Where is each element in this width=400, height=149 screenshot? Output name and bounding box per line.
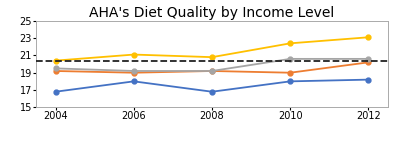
Low Middle Class — [210, 70, 214, 72]
Upper Class — [288, 42, 293, 44]
Low Income — [131, 80, 136, 82]
Low Income — [288, 80, 293, 82]
Upper Middle Class — [131, 70, 136, 72]
Low Income — [210, 91, 214, 93]
Line: Low Middle Class: Low Middle Class — [53, 60, 371, 75]
Low Income — [53, 91, 58, 93]
Low Middle Class — [288, 72, 293, 74]
Line: Low Income: Low Income — [53, 77, 371, 94]
Low Middle Class — [366, 61, 371, 63]
Upper Class — [131, 54, 136, 55]
Upper Middle Class — [366, 58, 371, 60]
Upper Class — [210, 56, 214, 58]
Line: Upper Middle Class: Upper Middle Class — [53, 56, 371, 73]
Upper Middle Class — [53, 67, 58, 69]
Upper Class — [53, 60, 58, 62]
Low Middle Class — [53, 70, 58, 72]
Line: Upper Class: Upper Class — [53, 35, 371, 63]
Title: AHA's Diet Quality by Income Level: AHA's Diet Quality by Income Level — [89, 6, 335, 20]
Upper Middle Class — [288, 58, 293, 60]
Upper Middle Class — [210, 70, 214, 72]
Low Middle Class — [131, 72, 136, 74]
Upper Class — [366, 36, 371, 38]
Low Income — [366, 79, 371, 80]
